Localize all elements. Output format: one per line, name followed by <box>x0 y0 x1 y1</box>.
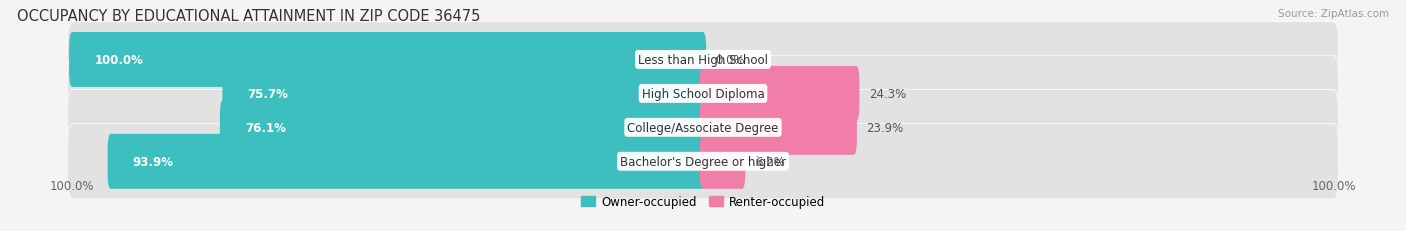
FancyBboxPatch shape <box>219 100 706 155</box>
FancyBboxPatch shape <box>69 33 706 88</box>
FancyBboxPatch shape <box>67 124 1339 199</box>
Text: 6.2%: 6.2% <box>755 155 785 168</box>
FancyBboxPatch shape <box>700 67 859 121</box>
Text: Source: ZipAtlas.com: Source: ZipAtlas.com <box>1278 9 1389 19</box>
Text: Bachelor's Degree or higher: Bachelor's Degree or higher <box>620 155 786 168</box>
Text: 100.0%: 100.0% <box>1312 179 1355 192</box>
Text: 93.9%: 93.9% <box>132 155 174 168</box>
FancyBboxPatch shape <box>108 134 706 189</box>
FancyBboxPatch shape <box>67 56 1339 131</box>
FancyBboxPatch shape <box>67 90 1339 165</box>
Text: OCCUPANCY BY EDUCATIONAL ATTAINMENT IN ZIP CODE 36475: OCCUPANCY BY EDUCATIONAL ATTAINMENT IN Z… <box>17 9 481 24</box>
Text: Less than High School: Less than High School <box>638 54 768 67</box>
Text: 23.9%: 23.9% <box>866 121 904 134</box>
FancyBboxPatch shape <box>222 67 706 121</box>
FancyBboxPatch shape <box>700 100 856 155</box>
FancyBboxPatch shape <box>67 23 1339 98</box>
Text: 100.0%: 100.0% <box>94 54 143 67</box>
Text: 0.0%: 0.0% <box>716 54 745 67</box>
Text: 75.7%: 75.7% <box>247 88 288 100</box>
Text: College/Associate Degree: College/Associate Degree <box>627 121 779 134</box>
Text: 24.3%: 24.3% <box>869 88 905 100</box>
Text: High School Diploma: High School Diploma <box>641 88 765 100</box>
Text: 100.0%: 100.0% <box>51 179 94 192</box>
Legend: Owner-occupied, Renter-occupied: Owner-occupied, Renter-occupied <box>576 191 830 213</box>
Text: 76.1%: 76.1% <box>245 121 285 134</box>
FancyBboxPatch shape <box>700 134 745 189</box>
